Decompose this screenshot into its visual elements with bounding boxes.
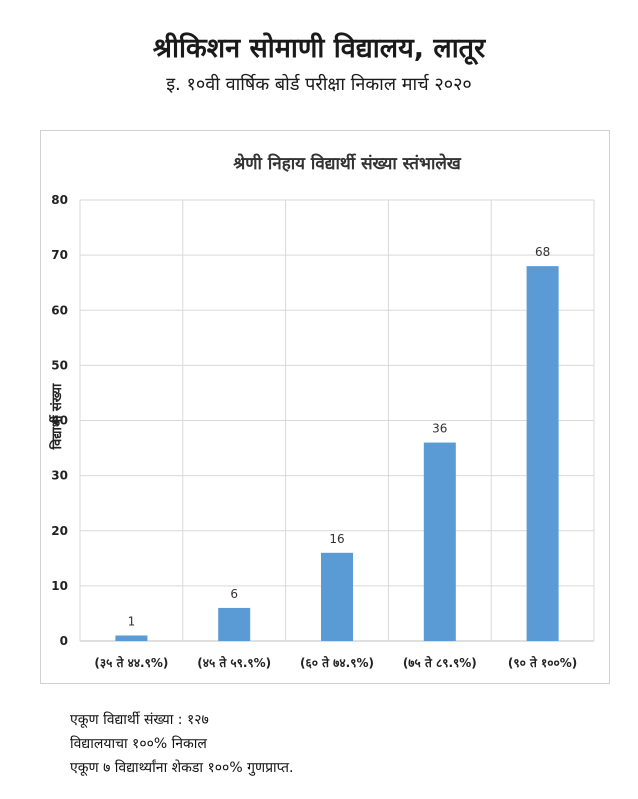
y-tick-label: 0 [60,634,68,648]
y-tick-label: 70 [51,248,68,262]
page-subtitle: इ. १०वी वार्षिक बोर्ड परीक्षा निकाल मार्… [166,74,472,95]
bar-value-label: 68 [535,245,550,259]
y-axis-label: विद्यार्थी संख्या [49,383,65,450]
summary-result: विद्यालयाचा १००% निकाल [70,736,207,752]
bar-chart: श्रेणी निहाय विद्यार्थी संख्या स्तंभालेख… [40,130,610,684]
y-tick-label: 20 [51,524,68,538]
y-tick-label: 50 [51,358,68,372]
bar [423,442,456,641]
summary-notes: एकूण विद्यार्थी संख्या : १२७ विद्यालयाचा… [70,708,293,780]
y-tick-label: 80 [51,193,68,207]
chart-canvas: श्रेणी निहाय विद्यार्थी संख्या स्तंभालेख… [49,153,595,670]
x-tick-label: (४५ ते ५९.९%) [197,656,271,670]
bar-value-label: 6 [230,587,238,601]
y-tick-label: 30 [51,469,68,483]
bar-value-label: 16 [329,532,344,546]
summary-full-marks: एकूण ७ विद्यार्थ्यांना शेकडा १००% गुणप्र… [70,760,294,776]
y-tick-label: 60 [51,303,68,317]
x-tick-label: (९० ते १००%) [508,656,577,670]
page-title: श्रीकिशन सोमाणी विद्यालय, लातूर [152,33,486,64]
x-tick-label: (७५ ते ८९.९%) [403,656,477,670]
y-tick-label: 10 [51,579,68,593]
x-tick-label: (६० ते ७४.९%) [300,656,374,670]
bar-value-label: 36 [432,422,447,436]
chart-title: श्रेणी निहाय विद्यार्थी संख्या स्तंभालेख [232,153,462,174]
bar [526,266,559,641]
bar [321,552,353,641]
x-tick-label: (३५ ते ४४.९%) [94,656,168,670]
bar [218,607,251,641]
bar [115,635,148,641]
bar-value-label: 1 [128,614,136,628]
summary-total-students: एकूण विद्यार्थी संख्या : १२७ [70,712,209,728]
y-tick-label: 40 [51,414,68,428]
